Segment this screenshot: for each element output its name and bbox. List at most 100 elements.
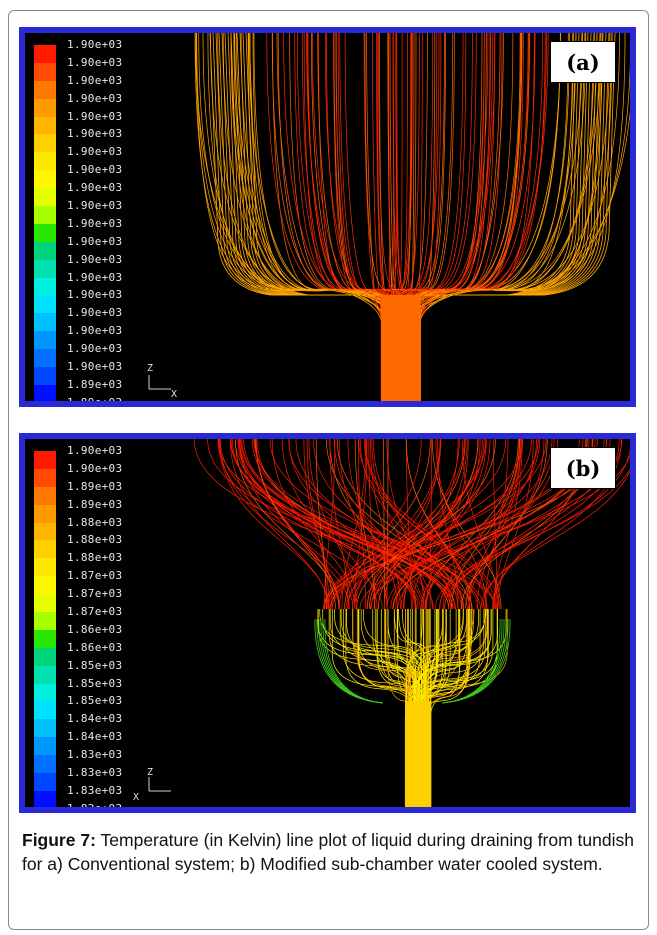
streamline xyxy=(255,439,336,610)
streamline xyxy=(212,33,385,296)
streamline xyxy=(424,609,498,807)
streamline xyxy=(431,439,502,610)
colorbar-tick-label: 1.90e+03 xyxy=(67,163,123,177)
colorbar-tick-label: 1.90e+03 xyxy=(67,306,123,320)
colorbar-tick-label: 1.84e+03 xyxy=(67,712,123,726)
colorbar-swatch xyxy=(34,701,56,720)
colorbar-swatch xyxy=(34,522,56,541)
colorbar-swatch xyxy=(34,719,56,738)
colorbar-tick-label: 1.90e+03 xyxy=(67,360,123,374)
colorbar-swatch xyxy=(34,116,56,135)
streamline xyxy=(318,618,384,704)
colorbar-tick-label: 1.85e+03 xyxy=(67,676,123,690)
streamline xyxy=(425,609,470,807)
colorbar-swatch xyxy=(34,206,56,224)
streamline xyxy=(233,33,394,401)
streamline xyxy=(425,609,444,807)
streamline xyxy=(327,439,547,610)
colorbar-tick-label: 1.90e+03 xyxy=(67,342,123,356)
streamline xyxy=(218,33,385,296)
axis-x-label-a: X xyxy=(171,389,178,400)
streamline xyxy=(239,439,354,610)
colorbar-tick-label: 1.86e+03 xyxy=(67,640,123,654)
streamline xyxy=(338,439,422,610)
colorbar-swatch xyxy=(34,367,56,385)
streamline xyxy=(405,609,408,807)
streamline xyxy=(230,439,456,610)
colorbar-swatch xyxy=(34,170,56,189)
colorbar-a xyxy=(34,45,56,401)
streamline xyxy=(419,33,535,401)
colorbar-tick-label: 1.83e+03 xyxy=(67,766,123,780)
colorbar-tick-label: 1.89e+03 xyxy=(67,497,123,511)
colorbar-swatch xyxy=(34,80,56,99)
colorbar-swatch xyxy=(34,594,56,613)
colorbar-tick-label: 1.90e+03 xyxy=(67,91,123,105)
colorbar-swatch xyxy=(34,486,56,505)
colorbar-tick-label: 1.88e+03 xyxy=(67,533,123,547)
streamline xyxy=(424,439,555,610)
streamline xyxy=(308,439,358,610)
streamline xyxy=(336,439,470,610)
streamline xyxy=(357,439,367,610)
streamline xyxy=(418,33,501,401)
colorbar-swatch xyxy=(34,612,56,630)
streamline xyxy=(335,33,383,401)
colorbar-tick-label: 1.87e+03 xyxy=(67,605,123,619)
streamline xyxy=(243,439,463,610)
streamline xyxy=(329,439,539,610)
streamline xyxy=(493,439,523,610)
colorbar-swatch xyxy=(34,98,56,117)
streamline xyxy=(363,609,423,807)
colorbar-tick-label: 1.89e+03 xyxy=(67,394,122,401)
panel-badge-b: (b) xyxy=(550,447,616,489)
streamline xyxy=(230,33,388,401)
streamline xyxy=(419,33,491,401)
streamline xyxy=(405,439,472,610)
streamline xyxy=(358,439,497,610)
figure-caption: Figure 7: Temperature (in Kelvin) line p… xyxy=(22,828,634,876)
streamline xyxy=(425,33,577,296)
streamline xyxy=(241,439,485,610)
colorbar-tick-label: 1.90e+03 xyxy=(67,199,123,213)
colorbar-tick-label: 1.90e+03 xyxy=(67,145,123,159)
streamline xyxy=(387,609,420,807)
streamline xyxy=(233,33,385,296)
streamline xyxy=(231,439,419,610)
colorbar-tick-label: 1.89e+03 xyxy=(67,377,123,391)
colorbar-tick-label: 1.88e+03 xyxy=(67,515,123,529)
streamline xyxy=(398,609,426,807)
colorbar-swatch xyxy=(34,331,56,350)
streamline xyxy=(414,609,459,807)
streamline xyxy=(227,33,385,296)
streamline xyxy=(236,33,385,296)
streamline xyxy=(329,439,349,610)
colorbar-tick-label: 1.90e+03 xyxy=(67,38,123,51)
colorbar-tick-label: 1.90e+03 xyxy=(67,324,123,338)
streamline xyxy=(356,439,496,610)
colorbar-swatch xyxy=(34,504,56,523)
streamline xyxy=(386,439,389,610)
streamline xyxy=(219,439,421,610)
streamline xyxy=(397,609,414,807)
colorbar-swatch xyxy=(34,259,56,278)
streamline xyxy=(416,609,498,807)
colorbar-swatch xyxy=(34,62,56,81)
streamline xyxy=(427,609,486,807)
streamline xyxy=(229,439,329,610)
streamline xyxy=(215,33,385,296)
streamline xyxy=(407,609,416,807)
streamline xyxy=(240,439,468,610)
axis-triad xyxy=(148,777,171,792)
streamline xyxy=(352,609,406,807)
colorbar-tick-label: 1.90e+03 xyxy=(67,461,123,475)
colorbar-tick-label: 1.90e+03 xyxy=(67,216,123,230)
streamline xyxy=(437,439,459,610)
streamline xyxy=(193,439,454,610)
streamline xyxy=(383,439,441,610)
streamline xyxy=(395,439,487,610)
streamline xyxy=(247,33,400,401)
streamline-plot-b xyxy=(148,439,630,807)
streamline xyxy=(402,439,468,610)
colorbar-tick-label: 1.83e+03 xyxy=(67,783,123,797)
